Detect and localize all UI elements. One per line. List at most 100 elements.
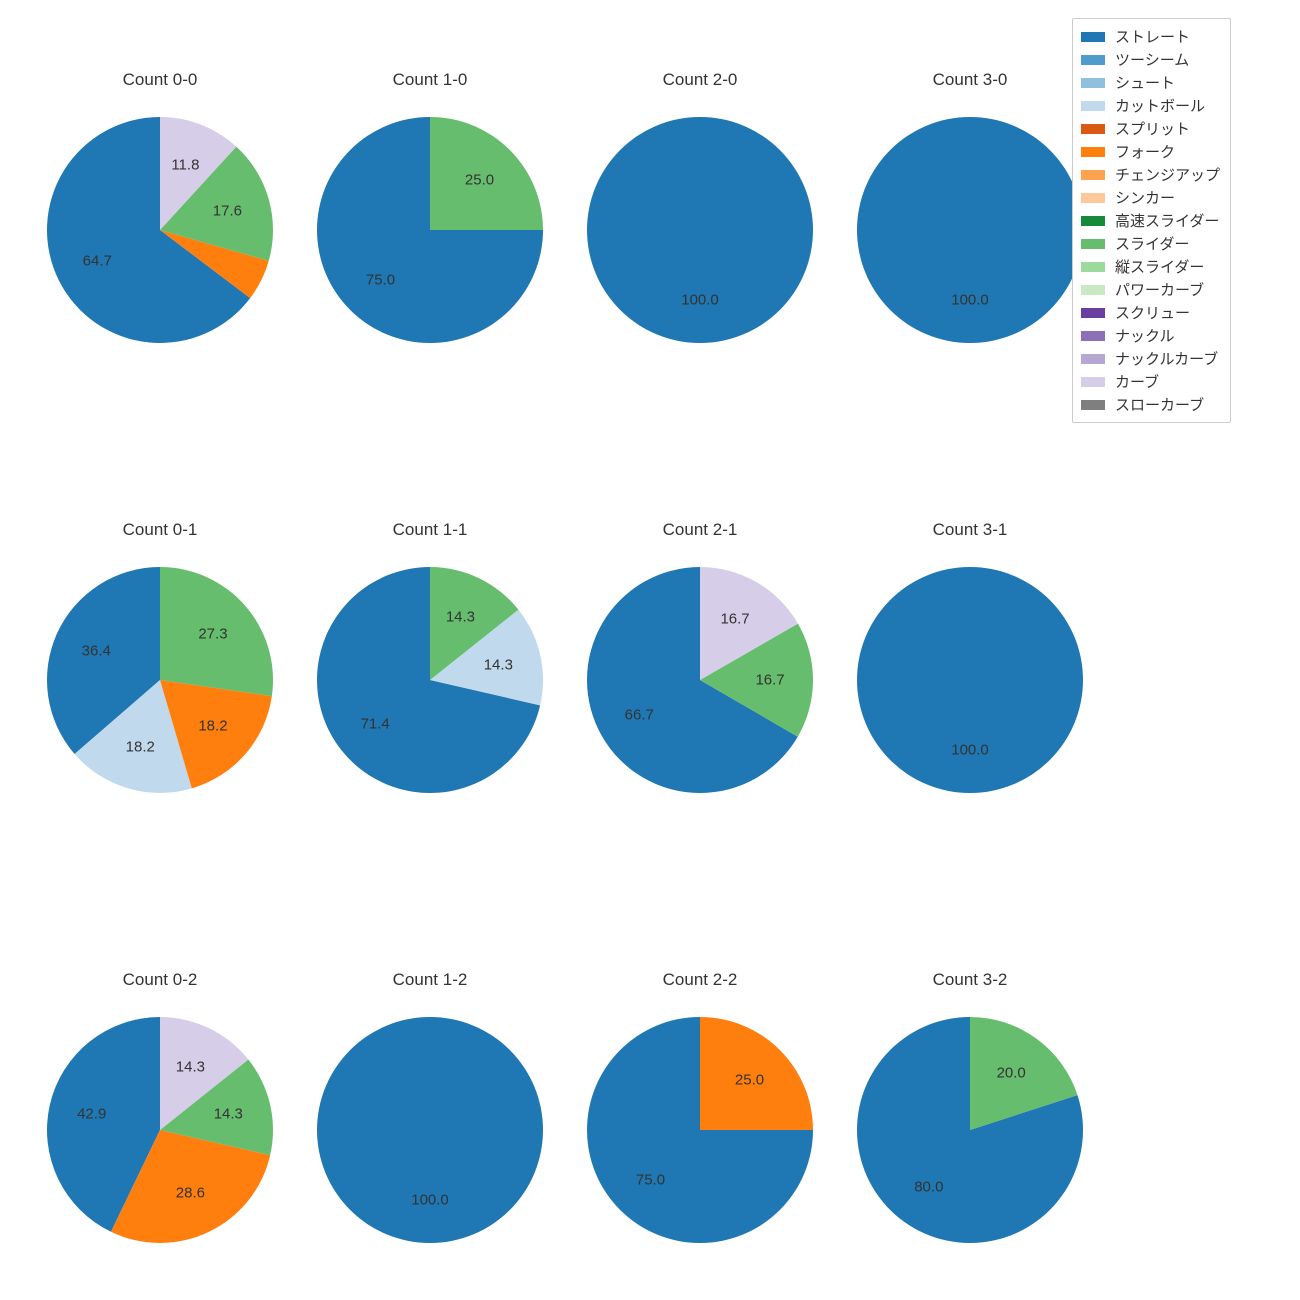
legend-label: フォーク — [1115, 141, 1175, 162]
chart-title: Count 3-2 — [850, 970, 1090, 990]
legend-item: 縦スライダー — [1081, 255, 1220, 278]
pie-svg — [40, 70, 280, 390]
pie-svg — [580, 70, 820, 390]
pie-slice-label: 100.0 — [951, 292, 989, 309]
legend-label: ツーシーム — [1115, 49, 1189, 70]
legend-swatch — [1081, 101, 1105, 111]
legend-item: 高速スライダー — [1081, 209, 1220, 232]
legend-label: スプリット — [1115, 118, 1190, 139]
pie-slice-label: 14.3 — [176, 1058, 205, 1075]
pie-chart: Count 3-1100.0 — [850, 520, 1090, 800]
pie-slice-label: 14.3 — [484, 656, 513, 673]
legend-item: チェンジアップ — [1081, 163, 1220, 186]
legend-item: ナックルカーブ — [1081, 347, 1220, 370]
chart-title: Count 0-1 — [40, 520, 280, 540]
pie-slice-label: 16.7 — [720, 611, 749, 628]
legend-label: パワーカーブ — [1115, 279, 1204, 300]
legend-swatch — [1081, 124, 1105, 134]
pie-slice — [587, 117, 813, 343]
chart-title: Count 3-1 — [850, 520, 1090, 540]
legend-label: 縦スライダー — [1115, 256, 1204, 277]
legend-item: スライダー — [1081, 232, 1220, 255]
pie-chart: Count 2-2 75.0 25.0 — [580, 970, 820, 1250]
pie-chart: Count 0-1 36.4 18.2 18.2 27.3 — [40, 520, 280, 800]
legend-swatch — [1081, 170, 1105, 180]
legend-swatch — [1081, 377, 1105, 387]
pie-slice-label: 25.0 — [735, 1072, 764, 1089]
pie-slice-label: 100.0 — [411, 1192, 449, 1209]
pie-chart: Count 3-0 100.0 — [850, 70, 1090, 350]
pie-svg — [850, 70, 1090, 390]
legend-label: 高速スライダー — [1115, 210, 1219, 231]
legend-swatch — [1081, 147, 1105, 157]
legend-label: スローカーブ — [1115, 394, 1204, 415]
legend-swatch — [1081, 193, 1105, 203]
pie-chart: Count 2-0 100.0 — [580, 70, 820, 350]
chart-title: Count 2-2 — [580, 970, 820, 990]
pie-svg — [40, 970, 280, 1290]
pie-slice-label: 17.6 — [213, 202, 242, 219]
chart-title: Count 1-0 — [310, 70, 550, 90]
pie-slice-label: 64.7 — [83, 253, 112, 270]
legend-label: カットボール — [1115, 95, 1205, 116]
legend-label: スクリュー — [1115, 302, 1190, 323]
legend-item: パワーカーブ — [1081, 278, 1220, 301]
chart-title: Count 3-0 — [850, 70, 1090, 90]
legend-swatch — [1081, 262, 1105, 272]
pie-slice-label: 42.9 — [77, 1106, 106, 1123]
pie-svg — [310, 520, 550, 840]
legend-swatch — [1081, 331, 1105, 341]
legend-swatch — [1081, 400, 1105, 410]
chart-title: Count 0-2 — [40, 970, 280, 990]
chart-title: Count 2-0 — [580, 70, 820, 90]
legend-swatch — [1081, 32, 1105, 42]
pie-slice-label: 14.3 — [446, 608, 475, 625]
pie-chart: Count 1-075.025.0 — [310, 70, 550, 350]
pie-slice-label: 75.0 — [636, 1171, 665, 1188]
legend-swatch — [1081, 78, 1105, 88]
legend-label: シンカー — [1115, 187, 1175, 208]
pie-chart: Count 0-2 42.9 28.6 14.3 14.3 — [40, 970, 280, 1250]
pie-slice-label: 11.8 — [171, 156, 199, 173]
pie-svg — [310, 970, 550, 1290]
legend-item: スローカーブ — [1081, 393, 1220, 416]
pie-slice-label: 14.3 — [214, 1106, 243, 1123]
legend-label: スライダー — [1115, 233, 1189, 254]
pie-slice — [857, 117, 1083, 343]
pie-chart: Count 1-2 100.0 — [310, 970, 550, 1250]
pie-slice — [857, 567, 1083, 793]
pie-slice-label: 18.2 — [198, 717, 227, 734]
pie-svg — [40, 520, 280, 840]
legend-label: シュート — [1115, 72, 1175, 93]
chart-title: Count 1-1 — [310, 520, 550, 540]
legend-item: カーブ — [1081, 370, 1220, 393]
pie-chart: Count 1-171.414.314.3 — [310, 520, 550, 800]
legend-swatch — [1081, 216, 1105, 226]
legend-label: ストレート — [1115, 26, 1190, 47]
legend-swatch — [1081, 354, 1105, 364]
legend-label: チェンジアップ — [1115, 164, 1220, 185]
legend-swatch — [1081, 239, 1105, 249]
legend-label: ナックルカーブ — [1115, 348, 1218, 369]
pie-svg — [310, 70, 550, 390]
chart-title: Count 1-2 — [310, 970, 550, 990]
pie-slice-label: 20.0 — [997, 1065, 1026, 1082]
pie-slice-label: 27.3 — [198, 626, 227, 643]
pie-slice-label: 100.0 — [681, 292, 719, 309]
legend-swatch — [1081, 55, 1105, 65]
chart-title: Count 0-0 — [40, 70, 280, 90]
legend-label: カーブ — [1115, 371, 1159, 392]
chart-title: Count 2-1 — [580, 520, 820, 540]
pie-slice-label: 28.6 — [176, 1185, 205, 1202]
pie-slice-label: 18.2 — [126, 739, 155, 756]
pitch-mix-by-count-grid: Count 0-064.717.611.8Count 1-075.025.0Co… — [0, 0, 1300, 1300]
pie-slice-label: 36.4 — [82, 642, 111, 659]
legend-swatch — [1081, 308, 1105, 318]
legend: ストレートツーシームシュートカットボールスプリットフォークチェンジアップシンカー… — [1072, 18, 1231, 423]
legend-label: ナックル — [1115, 325, 1175, 346]
legend-item: スクリュー — [1081, 301, 1220, 324]
pie-slice-label: 75.0 — [366, 271, 395, 288]
pie-svg — [850, 970, 1090, 1290]
pie-svg — [580, 970, 820, 1290]
pie-svg — [850, 520, 1090, 840]
